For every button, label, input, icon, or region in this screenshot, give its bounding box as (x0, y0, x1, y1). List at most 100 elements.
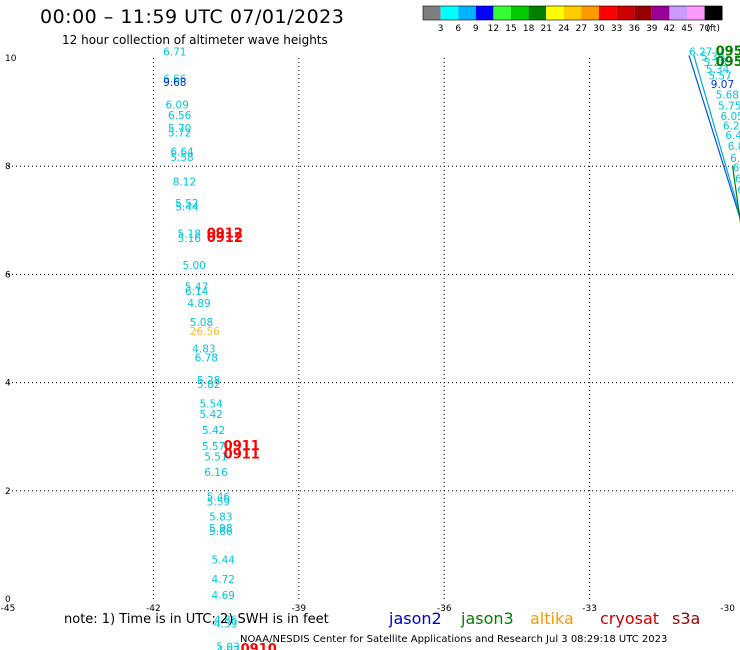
x-tick-label: -36 (437, 604, 452, 614)
wave-height-label: 5.98 (209, 523, 232, 535)
colorbar-label: 27 (576, 24, 587, 34)
wave-height-label: 5.72 (168, 127, 191, 139)
wave-height-label: 6.28 (723, 120, 740, 132)
chart-grid (8, 58, 735, 599)
wave-height-label: 6.38 (730, 153, 740, 165)
colorbar-swatch (563, 6, 582, 20)
track-line (693, 55, 740, 218)
wave-height-label: 5.42 (202, 425, 225, 437)
colorbar-label: 70 (699, 24, 711, 34)
time-label: 0911 (224, 439, 260, 454)
wave-height-label: 6.83 (728, 141, 740, 153)
wave-height-label: 5.68 (716, 90, 739, 102)
wave-height-label: 5.44 (175, 202, 199, 214)
wave-height-label: 5.34 (706, 64, 730, 76)
colorbar-label: 3 (438, 24, 444, 34)
wave-height-label: 5.75 (718, 100, 740, 112)
colorbar-swatch (475, 6, 494, 20)
colorbar-swatch (423, 6, 441, 20)
wave-height-label: 5.46 (207, 492, 231, 504)
colorbar-frame (422, 5, 723, 21)
wave-height-label: 5.51 (204, 452, 227, 464)
chart-axes: -45 -42 -39 -36 -33 -30 0 2 4 6 8 10 (1, 54, 736, 614)
legend-cryosat: cryosat (600, 609, 660, 628)
colorbar-label: (ft) (706, 24, 720, 34)
colorbar-label: 45 (681, 24, 692, 34)
colorbar-label: 21 (540, 24, 551, 34)
time-label: 0912 (207, 231, 243, 246)
wave-height-label: 5.66 (209, 526, 233, 538)
colorbar-label: 9 (473, 24, 479, 34)
colorbar-label: 12 (488, 24, 499, 34)
x-tick-label: -45 (1, 604, 16, 614)
colorbar-swatch (651, 6, 670, 20)
wave-height-label: 5.59 (207, 496, 230, 508)
colorbar-swatch (599, 6, 617, 20)
wave-height-label: 9.07 (711, 79, 734, 91)
wave-height-label: 26.56 (190, 326, 220, 338)
y-tick-label: 0 (5, 595, 11, 605)
colorbar-swatch (704, 6, 723, 20)
y-tick-label: 8 (5, 162, 11, 172)
wave-height-label: 6.51 (733, 163, 740, 175)
time-label: 0910 (241, 642, 277, 650)
colorbar-swatch (458, 6, 476, 20)
track-line (688, 55, 740, 218)
colorbar-swatch (616, 6, 635, 20)
colorbar-label: 24 (558, 24, 570, 34)
legend-jason3: jason3 (461, 609, 514, 628)
footer-note: note: 1) Time is in UTC; 2) SWH is in fe… (64, 612, 329, 627)
wave-height-label: 5.03 (216, 641, 239, 650)
wave-height-label: 6.66 (163, 73, 187, 85)
wave-height-label: 5.44 (212, 554, 236, 566)
y-tick-label: 2 (5, 487, 11, 497)
wave-height-label: 6.15 (735, 173, 740, 185)
wave-height-label: 5.57 (708, 71, 731, 83)
colorbar-swatch (634, 6, 652, 20)
wave-height-label: 4.72 (212, 574, 235, 586)
wave-height-label: 5.57 (202, 441, 225, 453)
wave-height-label: 6.64 (170, 146, 194, 158)
wave-height-label: 5.82 (197, 379, 220, 391)
wave-height-label: 6.27 (689, 46, 712, 58)
y-tick-label: 10 (5, 54, 17, 64)
wave-height-label: 6.16 (204, 467, 228, 479)
wave-height-label: 5.83 (209, 512, 232, 524)
legend-s3a: s3a (672, 609, 701, 628)
wave-height-label: 6.67 (737, 184, 740, 196)
wave-height-label: 5.18 (178, 229, 201, 241)
wave-height-label: 9.68 (163, 77, 186, 89)
wave-height-label: 5.70 (168, 123, 191, 135)
footer-credit: NOAA/NESDIS Center for Satellite Applica… (240, 634, 668, 645)
wave-height-label: 5.42 (199, 409, 222, 421)
wave-height-label: 5.28 (703, 57, 726, 69)
wave-height-label: 6.71 (163, 46, 186, 58)
colorbar-label: 30 (593, 24, 605, 34)
colorbar-swatch (440, 6, 459, 20)
x-tick-label: -42 (146, 604, 161, 614)
wave-height-label: 6.78 (195, 353, 218, 365)
wave-height-label: 5.39 (701, 52, 724, 64)
legend-altika: altika (530, 609, 574, 628)
colorbar-label: 36 (628, 24, 640, 34)
colorbar-label: 6 (455, 24, 461, 34)
wave-height-label: 4.86 (214, 614, 238, 626)
wave-height-label: 6.09 (166, 99, 189, 111)
colorbar-swatch (511, 6, 529, 20)
time-label: 0912 (207, 227, 243, 242)
wave-height-label: 5.16 (178, 233, 202, 245)
wave-height-label: 6.56 (168, 110, 192, 122)
chart-subtitle: 12 hour collection of altimeter wave hei… (62, 33, 328, 47)
colorbar-label: 18 (523, 24, 535, 34)
x-tick-label: -39 (291, 604, 306, 614)
wave-height-label: 5.00 (182, 260, 205, 272)
colorbar-swatch (669, 6, 687, 20)
track-lines (688, 55, 740, 224)
colorbar-swatch (546, 6, 564, 20)
wave-height-label: 8.12 (173, 177, 196, 189)
wave-height-label: 5.28 (197, 375, 220, 387)
